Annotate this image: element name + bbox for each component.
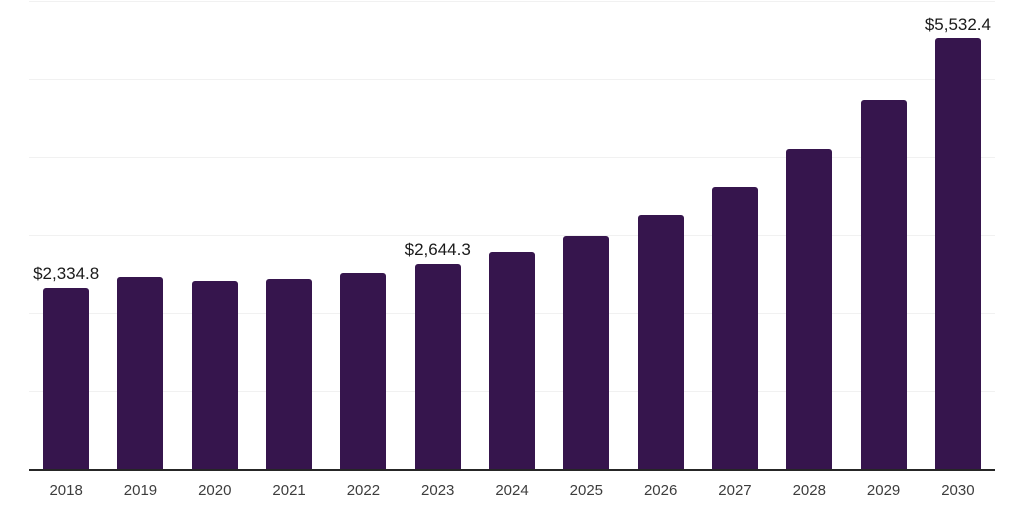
bar-2026 — [637, 215, 684, 470]
gridline — [29, 79, 995, 80]
bar-slot: $2,644.3 — [401, 2, 475, 470]
bar-2021 — [266, 278, 313, 470]
bar-slot — [624, 2, 698, 470]
bar-2022 — [340, 272, 387, 470]
bar-slot — [103, 2, 177, 470]
bar-2028 — [786, 148, 833, 470]
x-tick-label-2026: 2026 — [643, 482, 678, 499]
bar-2025 — [563, 235, 610, 470]
bar-2019 — [117, 276, 164, 470]
gridline — [29, 1, 995, 2]
bar-2024 — [489, 251, 536, 470]
plot-area: $2,334.8 $2,644.3 $5,532.4 — [29, 1, 995, 470]
x-tick-label-2024: 2024 — [495, 482, 529, 499]
bar-2020 — [191, 280, 238, 470]
bar-2027 — [711, 186, 758, 470]
x-tick-label-2018: 2018 — [49, 482, 83, 499]
x-tick-label-2021: 2021 — [272, 482, 306, 499]
x-tick-label-2023: 2023 — [421, 482, 455, 499]
x-tick-label-2029: 2029 — [866, 482, 901, 499]
bar-value-label-2023: $2,644.3 — [404, 240, 471, 260]
x-axis-labels: 2018 2019 2020 2021 2022 2023 2024 2025 2026 2027… — [29, 482, 995, 500]
bar-slot — [178, 2, 252, 470]
bar-value-label-2030: $5,532.4 — [924, 14, 991, 34]
gridline — [29, 157, 995, 158]
x-axis-line — [29, 469, 995, 471]
x-tick-label-2027: 2027 — [718, 482, 752, 499]
x-tick-label-2020: 2020 — [198, 482, 232, 499]
bar-slot — [846, 2, 920, 470]
bar-slot — [698, 2, 772, 470]
bar-slot — [549, 2, 623, 470]
bar-value-label-2018: $2,334.8 — [33, 264, 100, 284]
bar-slot: $5,532.4 — [921, 2, 995, 470]
bar-2018 — [43, 287, 90, 470]
x-tick-label-2025: 2025 — [569, 482, 604, 499]
bar-slot — [252, 2, 326, 470]
gridline — [29, 235, 995, 236]
bars-row: $2,334.8 $2,644.3 $5,532.4 — [29, 2, 995, 470]
bar-slot: $2,334.8 — [29, 2, 103, 470]
x-tick-label-2022: 2022 — [346, 482, 381, 499]
x-tick-label-2028: 2028 — [792, 482, 826, 499]
bar-2029 — [860, 99, 907, 470]
bar-slot — [772, 2, 846, 470]
x-tick-label-2030: 2030 — [941, 482, 975, 499]
x-tick-label-2019: 2019 — [123, 482, 158, 499]
bar-slot — [475, 2, 549, 470]
bar-2023 — [414, 263, 461, 470]
bar-slot — [326, 2, 400, 470]
bar-2030 — [934, 38, 981, 470]
